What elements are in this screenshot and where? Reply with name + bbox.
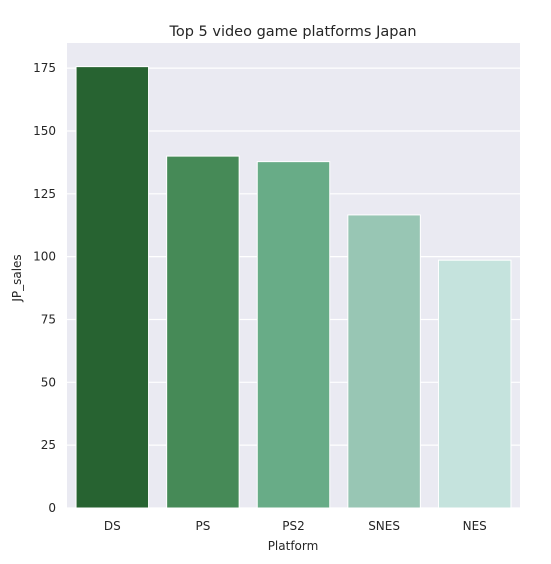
bar-ps [166, 155, 240, 509]
bar-ds [75, 66, 150, 509]
y-tick-label: 150 [33, 124, 56, 138]
x-tick-label: PS2 [282, 519, 305, 533]
x-tick-label: PS [195, 519, 210, 533]
x-axis-label: Platform [268, 539, 319, 553]
y-tick-labels: 0 25 50 75 100 125 150 175 [33, 61, 56, 515]
y-tick-label: 75 [41, 312, 56, 326]
y-tick-label: 125 [33, 187, 56, 201]
x-tick-label: NES [463, 519, 487, 533]
bar-snes [347, 214, 421, 509]
x-tick-label: DS [104, 519, 121, 533]
y-tick-label: 50 [41, 375, 56, 389]
bar-ps2 [256, 161, 331, 509]
x-tick-labels: DS PS PS2 SNES NES [104, 519, 487, 533]
chart-title: Top 5 video game platforms Japan [168, 24, 416, 40]
x-tick-label: SNES [368, 519, 400, 533]
bars [75, 66, 512, 509]
y-tick-label: 0 [48, 501, 56, 515]
y-tick-label: 25 [41, 438, 56, 452]
y-tick-label: 100 [33, 250, 56, 264]
bar-nes [437, 259, 512, 509]
y-tick-label: 175 [33, 61, 56, 75]
y-axis-label: JP_sales [10, 254, 24, 302]
